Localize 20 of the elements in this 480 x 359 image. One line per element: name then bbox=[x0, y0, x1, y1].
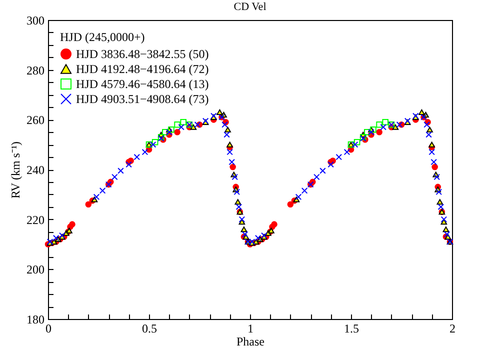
legend-title: HJD (245,0000+) bbox=[60, 30, 145, 44]
chart-title: CD Vel bbox=[234, 1, 266, 13]
legend-label: HJD 4579.46−4580.64 (13) bbox=[76, 77, 209, 91]
y-tick-label: 260 bbox=[26, 113, 44, 128]
x-tick-label: 0 bbox=[46, 322, 52, 336]
y-axis-title: RV (km s⁻¹) bbox=[8, 141, 22, 199]
legend-label: HJD 4903.51−4908.64 (73) bbox=[76, 92, 209, 106]
y-tick-label: 180 bbox=[26, 312, 44, 326]
y-tick-label: 240 bbox=[26, 163, 44, 177]
x-tick-label: 1 bbox=[248, 322, 254, 336]
y-tick-label: 220 bbox=[26, 212, 44, 227]
x-tick-label: 1.5 bbox=[344, 322, 359, 336]
y-tick-label: 300 bbox=[26, 14, 44, 28]
y-tick-label: 200 bbox=[26, 262, 44, 277]
legend-label: HJD 3836.48−3842.55 (50) bbox=[76, 47, 209, 61]
x-tick-label: 2 bbox=[450, 322, 456, 336]
x-tick-label: 0.5 bbox=[142, 322, 157, 336]
y-tick-label: 280 bbox=[26, 63, 44, 78]
legend-label: HJD 4192.48−4196.64 (72) bbox=[76, 62, 209, 76]
x-axis-title: Phase bbox=[236, 334, 264, 348]
